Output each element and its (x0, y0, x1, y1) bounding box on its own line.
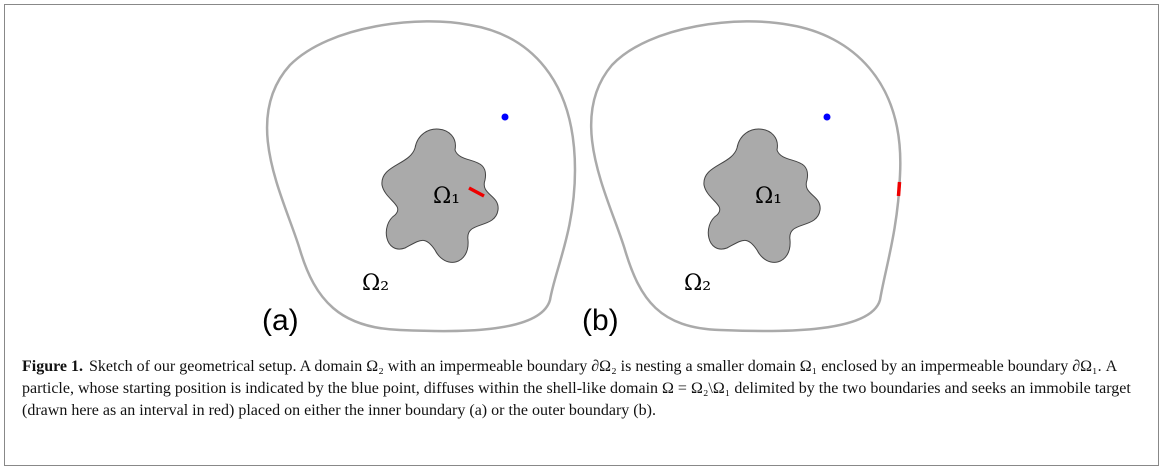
inner-domain (381, 128, 499, 263)
caption: Figure 1. Sketch of our geometrical setup… (22, 356, 1142, 422)
inner-label: Ω₁ (755, 184, 782, 209)
outer-boundary (265, 20, 577, 333)
outer-label: Ω₂ (684, 271, 711, 296)
figure-frame (4, 4, 1159, 466)
target (896, 181, 902, 197)
target (468, 186, 485, 198)
panel-label: (b) (582, 304, 619, 337)
caption-text: Sketch of our geometrical setup. A domai… (22, 358, 1131, 419)
start-point (823, 113, 831, 121)
outer-boundary (589, 20, 902, 333)
outer-label: Ω₂ (362, 271, 389, 296)
inner-label: Ω₁ (433, 184, 460, 209)
panel-label: (a) (262, 304, 299, 337)
caption-label: Figure 1. (22, 358, 84, 375)
inner-domain (703, 128, 821, 263)
start-point (501, 113, 509, 121)
figure-drawing: Ω₁ Ω₂ (a) Ω₁ Ω₂ (b) (262, 20, 902, 337)
